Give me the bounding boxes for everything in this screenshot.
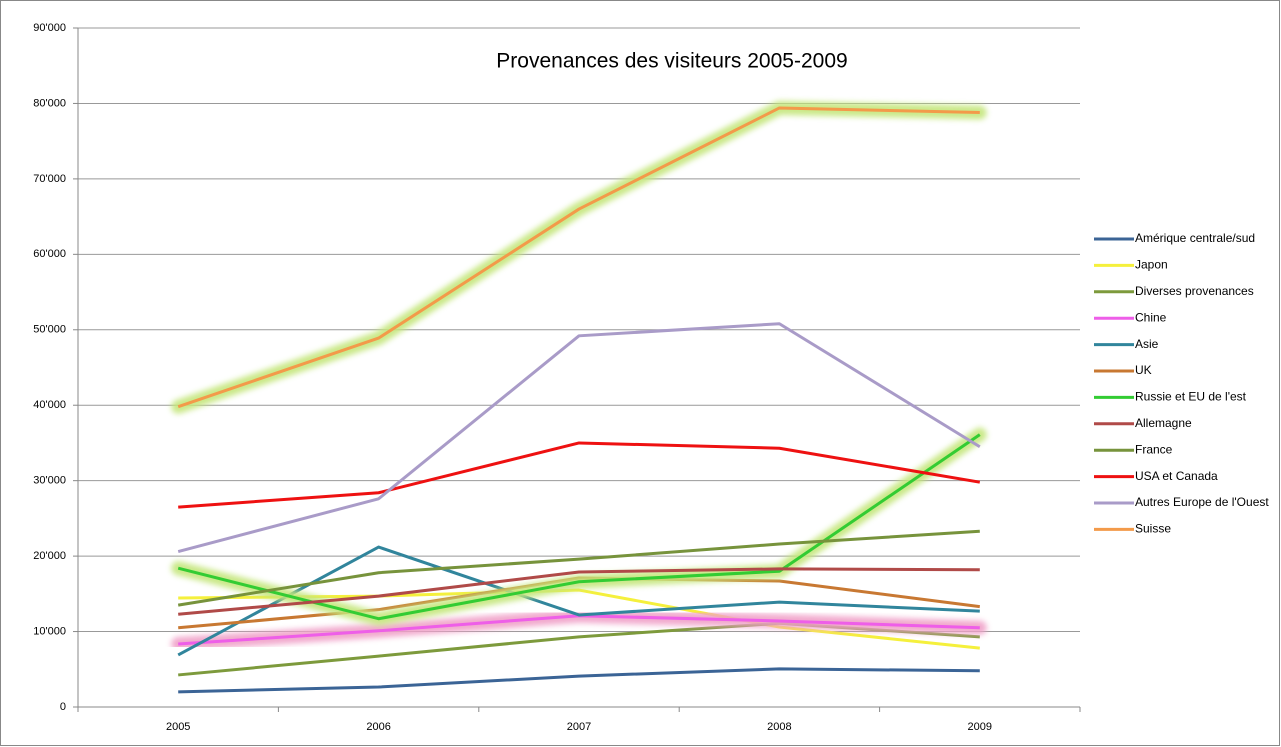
legend-label: Japon [1135,258,1168,272]
legend-label: Russie et EU de l'est [1135,390,1247,404]
legend-label: Allemagne [1135,416,1192,430]
legend-label: Chine [1135,310,1167,324]
legend-label: Amérique centrale/sud [1135,231,1255,245]
x-tick-label: 2008 [767,721,791,733]
series-line [178,441,981,509]
chart-title: Provenances des visiteurs 2005-2009 [496,50,847,73]
y-tick-label: 20'000 [33,550,66,562]
series-line [177,529,980,607]
y-tick-label: 40'000 [33,399,66,411]
series-line [177,322,981,554]
y-tick-label: 90'000 [33,22,66,34]
series-line [177,106,980,409]
y-tick-label: 0 [60,701,66,713]
y-tick-label: 30'000 [33,475,66,487]
legend-label: UK [1135,363,1152,377]
x-tick-label: 2006 [366,721,390,733]
legend-label: Asie [1135,337,1159,351]
y-tick-label: 60'000 [33,248,66,260]
y-tick-label: 10'000 [33,625,66,637]
x-tick-label: 2005 [166,721,190,733]
y-tick-label: 80'000 [33,97,66,109]
legend-label: France [1135,442,1173,456]
x-tick-label: 2009 [968,721,992,733]
legend-label: USA et Canada [1135,469,1218,483]
y-tick-label: 70'000 [33,173,66,185]
x-tick-label: 2007 [567,721,591,733]
y-tick-label: 50'000 [33,324,66,336]
series-line [178,567,980,616]
series-line [178,667,980,694]
legend-label: Autres Europe de l'Ouest [1135,495,1269,509]
legend-label: Diverses provenances [1135,284,1254,298]
legend-label: Suisse [1135,522,1171,536]
